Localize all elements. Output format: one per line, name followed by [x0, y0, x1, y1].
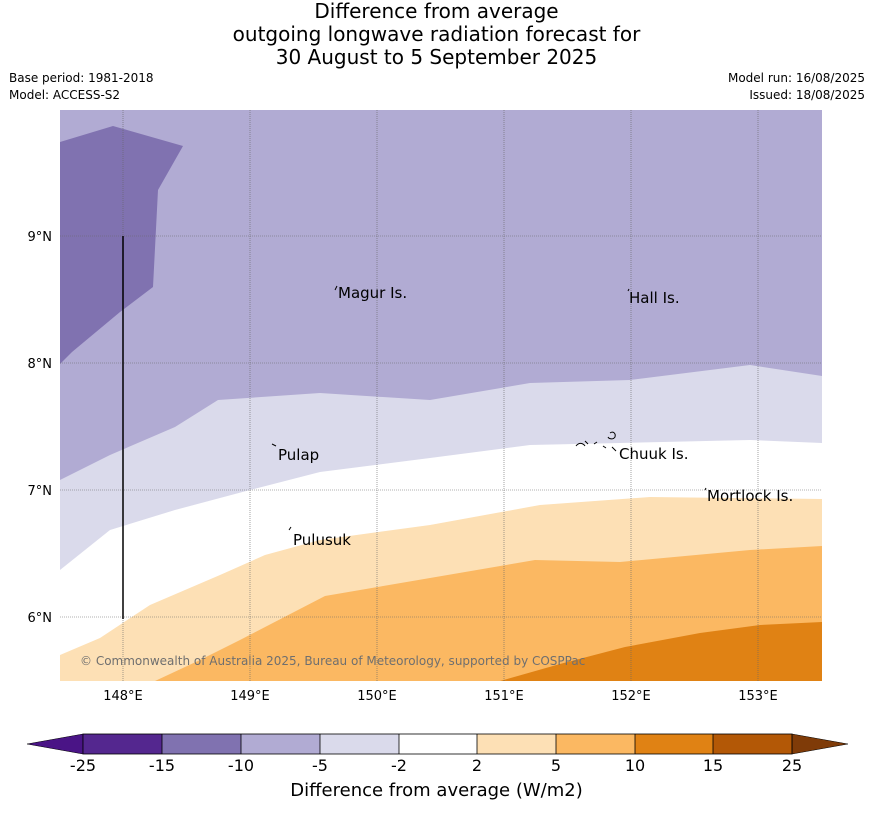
- colorbar: [26, 733, 849, 755]
- model-name: Model: ACCESS-S2: [9, 88, 121, 102]
- island-mortlock: [704, 487, 707, 491]
- lat-labels: 9°N 8°N 7°N 6°N: [28, 230, 53, 626]
- lon-labels: 148°E 149°E 150°E 151°E 152°E 153°E: [103, 689, 778, 704]
- base-period: Base period: 1981-2018: [9, 71, 154, 85]
- graticule: [60, 110, 822, 681]
- lon-label-152e: 152°E: [611, 689, 651, 704]
- island-shapes: [271, 285, 707, 531]
- lat-label-7n: 7°N: [28, 484, 53, 499]
- colorbar-tick-minus-25: -25: [69, 756, 97, 775]
- island-pulap: [271, 443, 277, 447]
- place-chuuk: Chuuk Is.: [619, 445, 688, 463]
- place-mortlock: Mortlock Is.: [707, 487, 793, 505]
- island-pulusuk: [288, 526, 292, 531]
- place-magur: Magur Is.: [338, 284, 407, 302]
- colorbar-swatch-9: [713, 734, 792, 754]
- place-pulap: Pulap: [278, 446, 319, 464]
- colorbar-swatch-3: [241, 734, 320, 754]
- colorbar-tick-5: 5: [550, 756, 562, 775]
- lon-label-153e: 153°E: [738, 689, 778, 704]
- colorbar-tick-25: 25: [781, 756, 803, 775]
- title-line-3: 30 August to 5 September 2025: [275, 45, 598, 69]
- colorbar-extend-low: [26, 733, 84, 755]
- meta-right: Model run: 16/08/2025 Issued: 18/08/2025: [728, 70, 865, 104]
- colorbar-tick-minus-10: -10: [227, 756, 255, 775]
- colorbar-tick-15: 15: [702, 756, 724, 775]
- colorbar-swatch-4: [320, 734, 399, 754]
- lon-label-148e: 148°E: [103, 689, 143, 704]
- colorbar-swatch-6: [477, 734, 556, 754]
- colorbar-tick-minus-5: -5: [312, 756, 328, 775]
- colorbar-tick-2: 2: [471, 756, 483, 775]
- colorbar-swatch-1: [83, 734, 162, 754]
- colorbar-tick-minus-15: -15: [148, 756, 176, 775]
- map-title: Difference from average outgoing longwav…: [0, 0, 873, 69]
- lat-label-8n: 8°N: [28, 357, 53, 372]
- lat-label-6n: 6°N: [28, 611, 53, 626]
- lon-label-149e: 149°E: [230, 689, 270, 704]
- lon-label-151e: 151°E: [484, 689, 524, 704]
- island-hall: [627, 288, 630, 292]
- place-hall: Hall Is.: [629, 289, 680, 307]
- colorbar-tick-10: 10: [624, 756, 646, 775]
- colorbar-swatch-5: [399, 734, 477, 754]
- colorbar-extend-high: [791, 733, 849, 755]
- issued-date: Issued: 18/08/2025: [749, 88, 865, 102]
- anomaly-field: [60, 110, 822, 681]
- title-line-1: Difference from average: [314, 0, 559, 23]
- title-line-2: outgoing longwave radiation forecast for: [232, 22, 641, 46]
- colorbar-tick-minus-2: -2: [391, 756, 407, 775]
- place-pulusuk: Pulusuk: [293, 531, 351, 549]
- colorbar-swatch-2: [162, 734, 241, 754]
- lat-label-9n: 9°N: [28, 230, 53, 245]
- copyright-credit: © Commonwealth of Australia 2025, Bureau…: [80, 654, 585, 668]
- model-run: Model run: 16/08/2025: [727, 71, 865, 85]
- island-magur: [334, 285, 338, 291]
- colorbar-swatch-8: [635, 734, 713, 754]
- colorbar-swatch-7: [556, 734, 635, 754]
- lon-label-150e: 150°E: [357, 689, 397, 704]
- place-labels: Magur Is. Hall Is. Pulap Chuuk Is. Mortl…: [278, 284, 793, 549]
- colorbar-title: Difference from average (W/m2): [290, 780, 583, 801]
- band-minus-15-to-minus-10: [60, 126, 183, 364]
- meta-left: Base period: 1981-2018 Model: ACCESS-S2: [9, 70, 154, 104]
- island-chuuk: [575, 431, 617, 452]
- band-10-to-15: [500, 622, 822, 681]
- colorbar-outline: [82, 733, 793, 755]
- colorbar-dividers: [161, 734, 714, 754]
